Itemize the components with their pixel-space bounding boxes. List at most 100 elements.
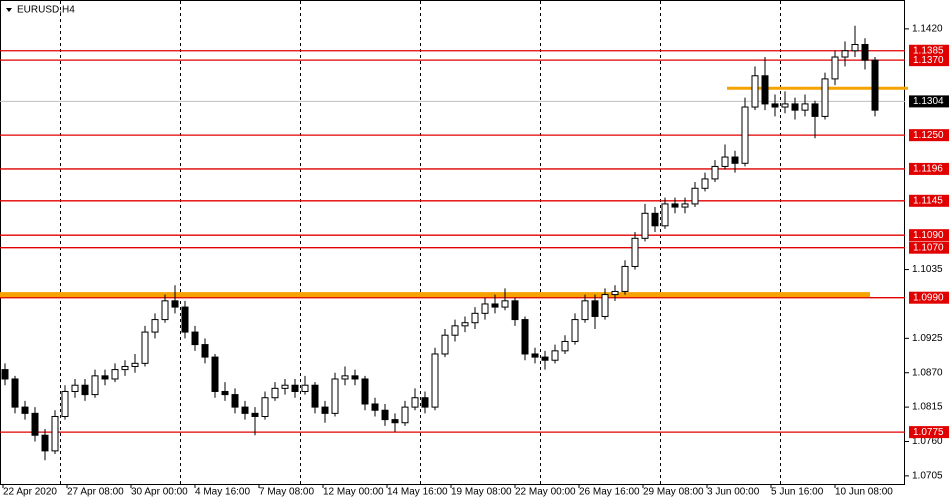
candle-body: [691, 187, 699, 205]
candle-body: [681, 203, 689, 208]
candle-body: [501, 300, 509, 308]
y-tick-label: 1.0815: [912, 402, 943, 413]
candle-body: [721, 156, 729, 167]
x-tick-label: 14 May 16:00: [387, 487, 448, 498]
v-grid: [60, 1, 781, 484]
level-price-box: [909, 194, 949, 207]
y-tick-label: 1.0760: [912, 436, 943, 447]
candle-body: [661, 203, 669, 227]
candle-body: [41, 434, 49, 452]
level-price-label: 1.0775: [913, 427, 944, 438]
candle-body: [861, 44, 869, 61]
candle-body: [411, 397, 419, 408]
candle-body: [561, 340, 569, 352]
level-price-box: [909, 426, 949, 439]
candle-body: [171, 300, 179, 308]
candle-body: [631, 237, 639, 267]
x-tick-label: 3 Jun 00:00: [707, 487, 760, 498]
level-price-box: [909, 241, 949, 254]
y-tick-label: 1.1420: [912, 24, 943, 35]
candle-body: [21, 406, 29, 414]
candle-body: [311, 384, 319, 408]
candle-body: [581, 300, 589, 321]
plot-frame: [0, 0, 905, 485]
level-price-box: [909, 162, 949, 175]
candle-body: [381, 409, 389, 421]
candle-body: [1, 369, 9, 380]
candle-body: [121, 365, 129, 371]
level-price-label: 1.1145: [913, 195, 943, 206]
candle-body: [261, 397, 269, 417]
level-price-label: 1.1370: [913, 55, 944, 66]
candle-body: [771, 103, 779, 108]
candle-body: [321, 406, 329, 414]
level-price-label: 1.0990: [913, 292, 944, 303]
candle-body: [621, 265, 629, 292]
candle-body: [371, 403, 379, 411]
candle-body: [781, 103, 789, 108]
candle-body: [61, 390, 69, 417]
candle-body: [751, 75, 759, 108]
level-price-label: 1.1385: [913, 45, 944, 56]
level-price-label: 1.1196: [913, 164, 943, 175]
candle-body: [841, 50, 849, 58]
candle-body: [31, 412, 39, 436]
candle-body: [651, 212, 659, 227]
candle-body: [551, 350, 559, 361]
candle-body: [671, 203, 679, 208]
x-tick-label: 26 May 16:00: [579, 487, 640, 498]
x-tick-label: 12 May 00:00: [323, 487, 384, 498]
level-price-box: [909, 291, 949, 304]
y-tick-label: 1.0705: [912, 471, 943, 482]
candle-body: [211, 356, 219, 392]
candle-body: [151, 319, 159, 333]
candle-body: [51, 415, 59, 452]
candle-body: [521, 319, 529, 355]
candle-body: [851, 44, 859, 52]
candle-body: [571, 319, 579, 342]
candle-body: [831, 56, 839, 80]
candle-body: [531, 353, 539, 358]
candle-body: [511, 300, 519, 321]
chart-title: EURUSD,H4: [17, 5, 75, 16]
level-price-label: 1.1090: [913, 230, 944, 241]
candle-body: [451, 325, 459, 336]
current-price-label: 1.1304: [913, 96, 944, 107]
menu-arrow[interactable]: [6, 8, 12, 12]
candle-body: [141, 331, 149, 364]
candle-body: [591, 300, 599, 317]
level-price-label: 1.1070: [913, 242, 944, 253]
candle-body: [251, 412, 259, 417]
candle-body: [741, 106, 749, 164]
candle-body: [221, 390, 229, 396]
candle-body: [701, 178, 709, 189]
candle-body: [481, 303, 489, 314]
candle-body: [331, 378, 339, 414]
current-price-box: [909, 95, 949, 108]
candle-body: [541, 356, 549, 361]
level-price-label: 1.1250: [913, 130, 944, 141]
candle-body: [791, 103, 799, 111]
candle-body: [241, 406, 249, 414]
candle-body: [421, 397, 429, 408]
y-tick-label: 1.0925: [912, 333, 943, 344]
x-tick-label: 4 May 16:00: [195, 487, 250, 498]
y-tick-label: 1.1035: [912, 264, 943, 275]
candle-body: [821, 78, 829, 117]
x-tick-label: 22 May 00:00: [515, 487, 576, 498]
candle-body: [441, 334, 449, 355]
candle-body: [301, 384, 309, 392]
level-price-box: [909, 44, 949, 57]
candle-body: [291, 384, 299, 392]
x-tick-label: 27 Apr 08:00: [67, 487, 124, 498]
candle-body: [401, 406, 409, 424]
candle-body: [131, 362, 139, 367]
x-tick-label: 29 May 08:00: [643, 487, 704, 498]
candle-body: [11, 378, 19, 408]
candle-body: [281, 384, 289, 389]
candle-body: [101, 375, 109, 380]
candle-body: [731, 156, 739, 164]
x-tick-label: 22 Apr 2020: [3, 487, 57, 498]
level-price-box: [909, 229, 949, 242]
